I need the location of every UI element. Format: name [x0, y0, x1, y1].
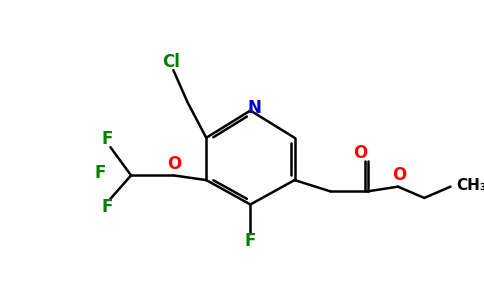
- Text: O: O: [353, 144, 367, 162]
- Text: F: F: [245, 232, 256, 250]
- Text: CH₃: CH₃: [456, 178, 484, 193]
- Text: F: F: [94, 164, 106, 181]
- Text: O: O: [392, 167, 406, 184]
- Text: F: F: [102, 198, 113, 216]
- Text: N: N: [247, 99, 261, 117]
- Text: F: F: [102, 130, 113, 148]
- Text: Cl: Cl: [163, 53, 181, 71]
- Text: O: O: [167, 155, 182, 173]
